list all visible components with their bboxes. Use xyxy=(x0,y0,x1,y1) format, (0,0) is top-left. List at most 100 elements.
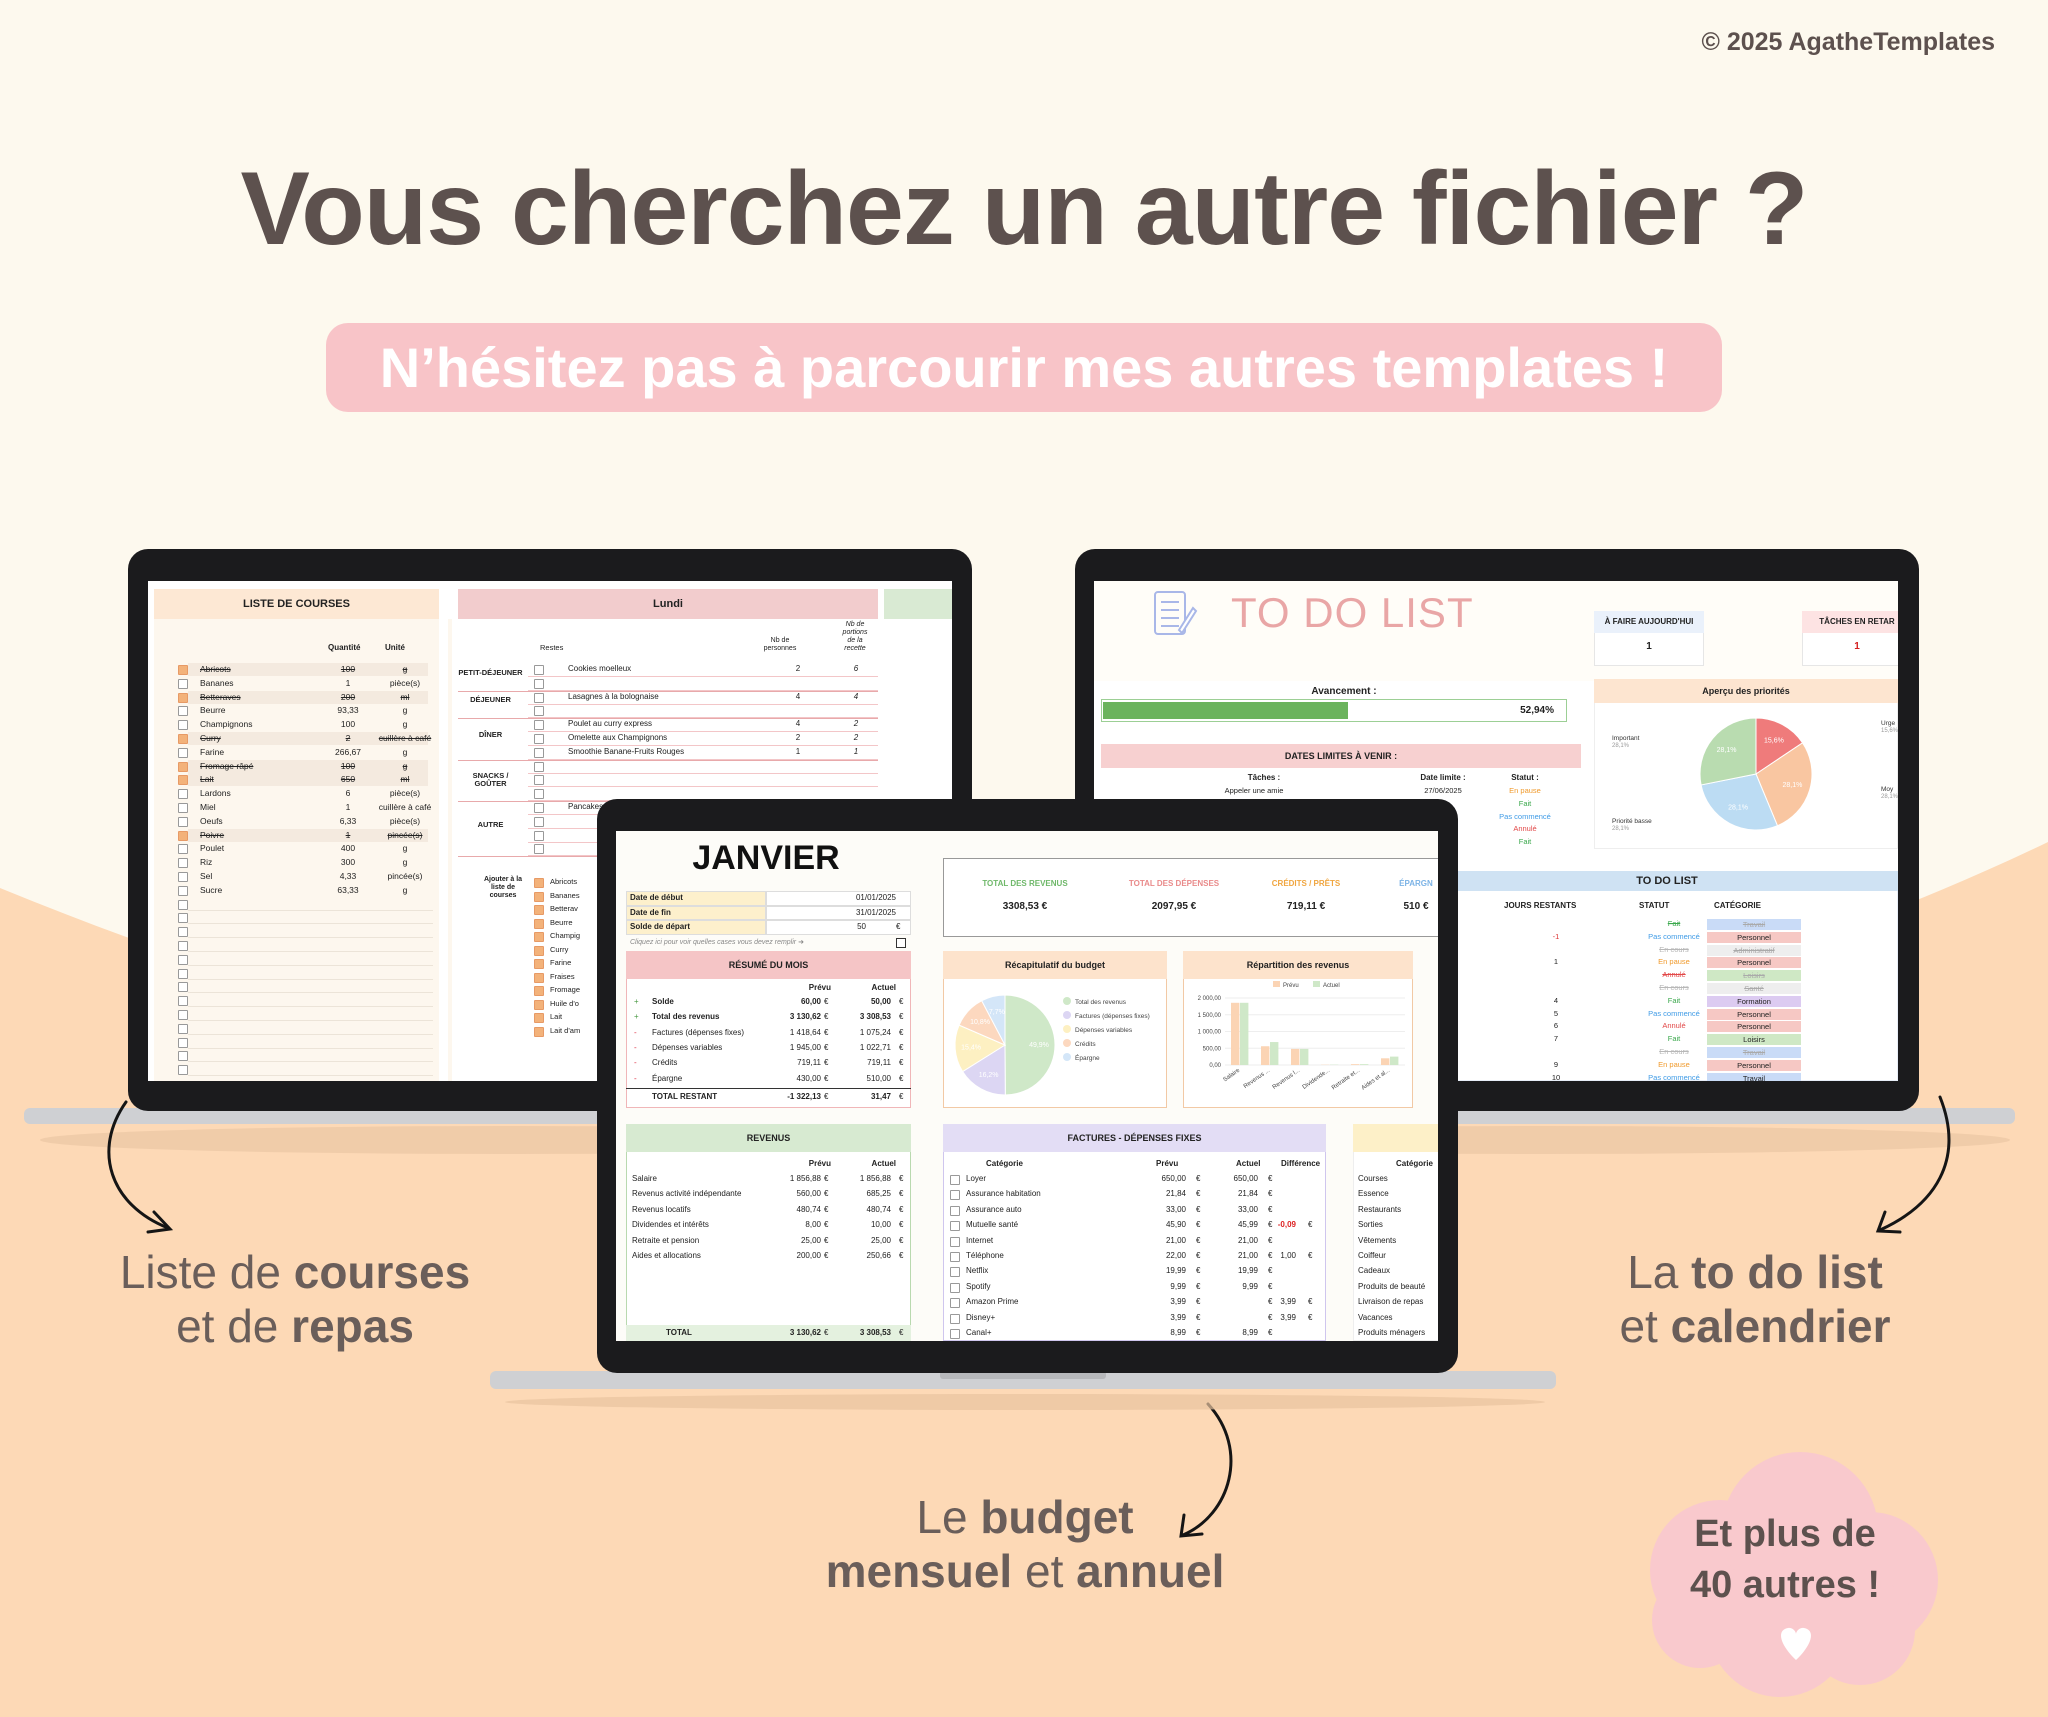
checkbox[interactable] xyxy=(178,803,188,813)
checkbox[interactable] xyxy=(534,972,544,983)
amount: 480,74 xyxy=(866,1204,891,1214)
row-line xyxy=(528,676,878,677)
days-left: 5 xyxy=(1553,1008,1559,1018)
category[interactable]: Personnel xyxy=(1707,931,1801,943)
checkbox[interactable] xyxy=(950,1236,960,1247)
x-tick-label: Revenus ... xyxy=(1243,1068,1272,1091)
checkbox[interactable] xyxy=(178,872,188,882)
checkbox[interactable] xyxy=(178,678,188,689)
checkbox[interactable] xyxy=(534,803,544,813)
item-qty: 93,33 xyxy=(337,705,359,716)
checkbox[interactable] xyxy=(950,1190,960,1201)
checkbox[interactable] xyxy=(178,844,188,855)
checkbox[interactable] xyxy=(178,982,188,993)
checkbox[interactable] xyxy=(178,816,188,827)
checkbox[interactable] xyxy=(178,941,188,951)
title: Vous cherchez un autre fichier ? xyxy=(240,151,1809,267)
checkbox[interactable] xyxy=(534,692,544,703)
checkbox[interactable] xyxy=(534,830,544,841)
checkbox[interactable] xyxy=(178,665,188,675)
checkbox[interactable] xyxy=(178,913,188,924)
caption: La to do list et calendrier xyxy=(1405,1245,2048,1353)
checkbox[interactable] xyxy=(534,747,544,758)
checkbox[interactable] xyxy=(950,1298,960,1309)
x-tick-label: Salaire xyxy=(1222,1067,1241,1083)
checkbox[interactable] xyxy=(178,830,188,841)
checkbox[interactable] xyxy=(534,945,544,956)
checkbox[interactable] xyxy=(178,858,188,869)
checkbox[interactable] xyxy=(534,905,544,916)
checkbox[interactable] xyxy=(178,761,188,772)
checkbox[interactable] xyxy=(178,899,188,910)
date-cell xyxy=(766,891,911,906)
checkbox[interactable] xyxy=(950,1267,960,1278)
category[interactable]: Personnel xyxy=(1707,957,1801,969)
checkbox[interactable] xyxy=(534,959,544,970)
category[interactable]: Personnel xyxy=(1707,1059,1801,1071)
currency: € xyxy=(899,1027,904,1037)
checkbox[interactable] xyxy=(534,1026,544,1037)
checkbox[interactable] xyxy=(950,1175,960,1185)
checkbox[interactable] xyxy=(950,1313,960,1324)
checkbox[interactable] xyxy=(178,1023,188,1034)
category[interactable]: Loisirs xyxy=(1707,970,1801,982)
checkbox[interactable] xyxy=(178,734,188,744)
checkbox[interactable] xyxy=(178,692,188,703)
table-box xyxy=(943,1124,1326,1341)
checkbox[interactable] xyxy=(950,1221,960,1232)
checkbox[interactable] xyxy=(534,918,544,929)
checkbox[interactable] xyxy=(178,1037,188,1048)
category[interactable]: Personnel xyxy=(1707,1021,1801,1033)
amount: 19,99 xyxy=(1165,1266,1186,1276)
checkbox[interactable] xyxy=(534,844,544,855)
caption-text: to do list xyxy=(1691,1246,1883,1298)
checkbox[interactable] xyxy=(534,986,544,997)
checkbox[interactable] xyxy=(178,927,188,938)
checkbox[interactable] xyxy=(534,1013,544,1024)
checkbox[interactable] xyxy=(534,789,544,800)
checkbox[interactable] xyxy=(178,954,188,965)
checkbox[interactable] xyxy=(534,706,544,717)
legend-dot xyxy=(1063,1053,1071,1061)
checkbox[interactable] xyxy=(534,678,544,689)
checkbox[interactable] xyxy=(950,1329,960,1339)
checkbox[interactable] xyxy=(178,706,188,717)
checkbox[interactable] xyxy=(178,1051,188,1062)
category[interactable]: Travail xyxy=(1707,919,1801,930)
checkbox[interactable] xyxy=(178,789,188,800)
category[interactable]: Travail xyxy=(1707,1047,1801,1058)
checkbox[interactable] xyxy=(534,720,544,731)
checkbox[interactable] xyxy=(534,878,544,889)
checkbox[interactable] xyxy=(534,999,544,1010)
checkbox[interactable] xyxy=(534,775,544,786)
checkbox[interactable] xyxy=(178,1010,188,1020)
category[interactable]: Santé xyxy=(1707,983,1801,994)
category[interactable]: Formation xyxy=(1707,995,1801,1007)
category[interactable]: Loisirs xyxy=(1707,1034,1801,1046)
checkbox[interactable] xyxy=(178,747,188,758)
checkbox[interactable] xyxy=(178,968,188,979)
arrows xyxy=(107,1095,1951,1538)
checkbox[interactable] xyxy=(534,932,544,943)
checkbox[interactable] xyxy=(950,1282,960,1293)
bill-label: Spotify xyxy=(966,1281,991,1291)
date-cell xyxy=(766,920,911,935)
checkbox[interactable] xyxy=(534,816,544,827)
checkbox[interactable] xyxy=(950,1205,960,1216)
checkbox[interactable] xyxy=(534,761,544,772)
status: Pas commencé xyxy=(1648,931,1700,941)
checkbox[interactable] xyxy=(178,996,188,1007)
checkbox[interactable] xyxy=(950,1252,960,1262)
checkbox[interactable] xyxy=(534,734,544,744)
category[interactable]: Administratif xyxy=(1707,944,1801,956)
meal-people: 4 xyxy=(795,719,801,729)
category[interactable]: Personnel xyxy=(1707,1008,1801,1020)
checkbox[interactable] xyxy=(178,720,188,731)
checkbox[interactable] xyxy=(534,665,544,675)
checkbox[interactable] xyxy=(534,891,544,902)
checkbox[interactable] xyxy=(178,1065,188,1076)
checkbox[interactable] xyxy=(178,885,188,896)
currency: € xyxy=(1268,1312,1273,1322)
category[interactable]: Travail xyxy=(1707,1072,1801,1081)
checkbox[interactable] xyxy=(178,775,188,786)
